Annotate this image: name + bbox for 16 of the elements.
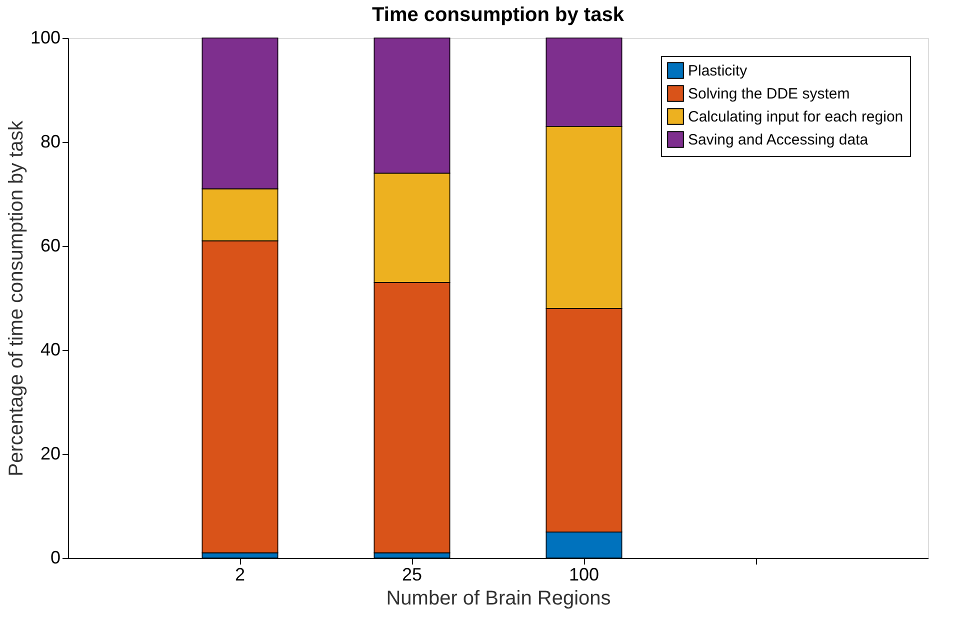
legend-label: Calculating input for each region bbox=[688, 108, 904, 126]
y-tick-label: 100 bbox=[30, 28, 60, 48]
legend-label: Solving the DDE system bbox=[688, 86, 850, 102]
x-tick-label: 25 bbox=[402, 564, 422, 584]
y-axis-title: Percentage of time consumption by task bbox=[5, 120, 28, 476]
y-tick-label: 20 bbox=[40, 444, 60, 464]
y-tick-label: 60 bbox=[40, 236, 60, 256]
chart-title: Time consumption by task bbox=[372, 4, 625, 26]
x-tick-label: 100 bbox=[568, 564, 600, 584]
legend-label: Plasticity bbox=[688, 62, 748, 80]
x-axis-title: Number of Brain Regions bbox=[386, 588, 611, 610]
y-tick-label: 80 bbox=[40, 132, 60, 152]
y-tick-label: 0 bbox=[50, 548, 60, 568]
x-tick-label: 2 bbox=[234, 564, 246, 584]
legend-label: Saving and Accessing data bbox=[688, 132, 869, 148]
y-tick-label: 40 bbox=[40, 340, 60, 360]
